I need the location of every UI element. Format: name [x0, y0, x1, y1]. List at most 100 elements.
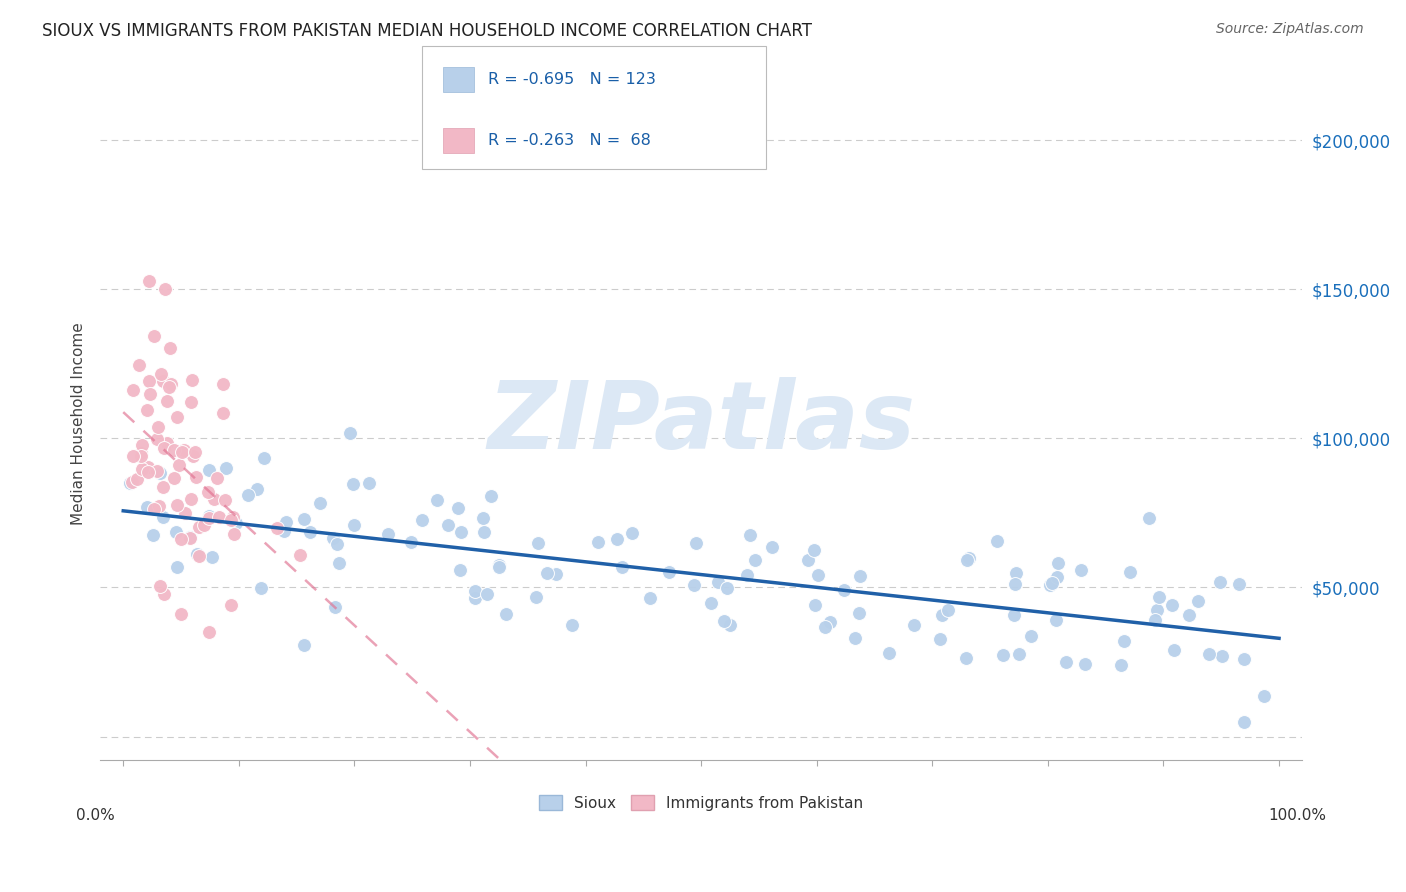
Point: [156, 436, 179, 450]
Point: [266, 521, 288, 535]
Point: [309, 496, 332, 510]
Point: [139, 387, 162, 401]
Point: [620, 526, 643, 541]
Point: [401, 535, 423, 549]
Point: [343, 518, 366, 533]
Point: [131, 462, 153, 476]
Point: [143, 502, 166, 516]
Point: [181, 373, 204, 387]
Point: [1143, 613, 1166, 627]
Point: [1074, 657, 1097, 671]
Point: [447, 500, 470, 515]
Point: [149, 579, 172, 593]
Point: [292, 638, 315, 652]
Point: [131, 438, 153, 452]
Point: [170, 445, 193, 459]
Text: 100.0%: 100.0%: [1268, 807, 1326, 822]
Point: [292, 512, 315, 526]
Point: [706, 575, 728, 590]
Point: [198, 508, 221, 523]
Point: [1119, 565, 1142, 579]
Point: [1054, 655, 1077, 669]
Point: [122, 449, 145, 463]
Point: [357, 475, 380, 490]
Point: [761, 541, 783, 555]
Point: [131, 446, 153, 460]
Point: [1046, 556, 1069, 570]
Point: [179, 530, 201, 544]
Point: [155, 282, 177, 296]
Point: [488, 559, 510, 574]
Point: [586, 534, 609, 549]
Point: [1147, 590, 1170, 604]
Point: [138, 374, 160, 388]
Text: ZIPatlas: ZIPatlas: [486, 377, 915, 469]
Point: [716, 581, 738, 595]
Point: [437, 517, 460, 532]
Point: [148, 420, 170, 434]
Point: [718, 617, 741, 632]
Point: [1039, 578, 1062, 592]
Point: [713, 614, 735, 628]
Point: [159, 341, 181, 355]
Point: [187, 549, 209, 564]
Point: [250, 581, 273, 595]
Point: [198, 463, 221, 477]
Point: [1227, 576, 1250, 591]
Point: [524, 590, 547, 604]
Point: [1187, 594, 1209, 608]
Point: [221, 513, 243, 527]
Point: [208, 509, 231, 524]
Point: [186, 547, 208, 561]
Point: [1004, 566, 1026, 580]
Point: [155, 393, 177, 408]
Point: [170, 533, 193, 547]
Point: [744, 553, 766, 567]
Point: [832, 583, 855, 598]
Point: [526, 536, 548, 550]
Point: [1211, 648, 1233, 663]
Point: [986, 533, 1008, 548]
Point: [326, 537, 349, 551]
Point: [1198, 647, 1220, 661]
Point: [166, 410, 188, 425]
Point: [298, 525, 321, 540]
Point: [201, 549, 224, 564]
Point: [184, 445, 207, 459]
Point: [957, 550, 980, 565]
Point: [236, 488, 259, 502]
Point: [136, 460, 159, 475]
Point: [814, 620, 837, 634]
Point: [136, 465, 159, 479]
Point: [322, 531, 344, 545]
Point: [488, 558, 510, 573]
Point: [136, 500, 159, 514]
Point: [740, 528, 762, 542]
Point: [127, 472, 149, 486]
Point: [426, 492, 449, 507]
Point: [877, 646, 900, 660]
Point: [167, 458, 190, 472]
Point: [820, 615, 842, 630]
Point: [1019, 629, 1042, 643]
Point: [1161, 598, 1184, 612]
Point: [148, 499, 170, 513]
Point: [145, 464, 167, 478]
Point: [929, 632, 952, 646]
Point: [152, 375, 174, 389]
Point: [807, 567, 830, 582]
Point: [735, 567, 758, 582]
Point: [150, 367, 173, 381]
Point: [450, 525, 472, 540]
Point: [193, 517, 215, 532]
Point: [1253, 689, 1275, 703]
Point: [848, 606, 870, 620]
Point: [328, 556, 350, 570]
Point: [1070, 563, 1092, 577]
Point: [170, 607, 193, 622]
Point: [658, 566, 681, 580]
Point: [179, 531, 201, 545]
Point: [546, 566, 568, 581]
Text: R = -0.263   N =  68: R = -0.263 N = 68: [488, 133, 651, 147]
Point: [495, 607, 517, 622]
